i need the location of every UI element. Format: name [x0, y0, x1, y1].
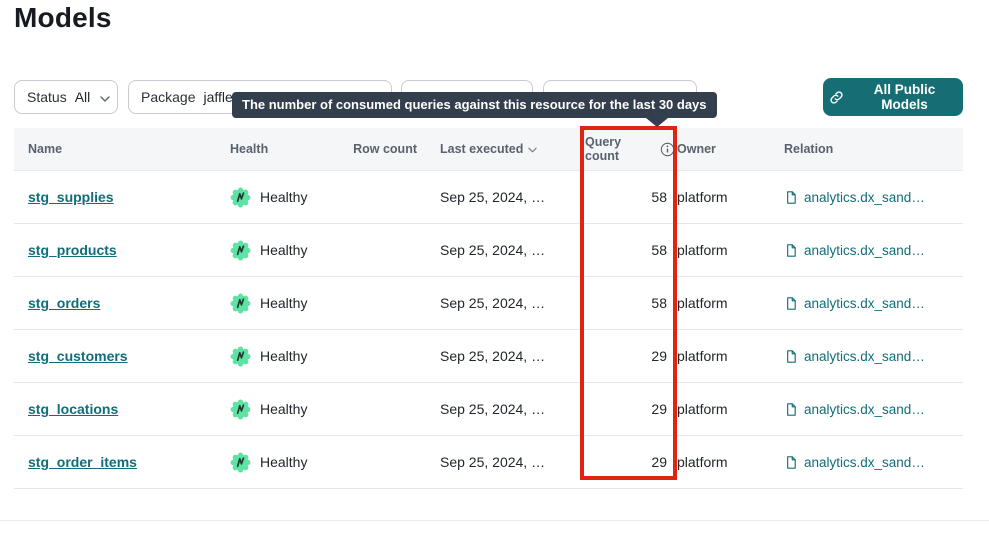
column-header-name: Name [28, 142, 63, 156]
model-name-link[interactable]: stg_orders [28, 295, 101, 311]
healthy-bolt-badge-icon [230, 293, 251, 314]
table-row: stg_supplies Healthy Sep 25, 2024, … [14, 171, 963, 224]
tooltip-arrow [646, 118, 668, 127]
health-status-label: Healthy [260, 242, 308, 258]
page-title: Models [14, 2, 112, 33]
model-name-link[interactable]: stg_order_items [28, 454, 137, 470]
healthy-bolt-badge-icon [230, 399, 251, 420]
model-name-link[interactable]: stg_products [28, 242, 117, 258]
column-header-row-count: Row count [353, 142, 417, 156]
owner-value: platform [677, 401, 728, 417]
model-name-link[interactable]: stg_supplies [28, 189, 114, 205]
document-icon [784, 402, 798, 417]
column-header-health: Health [230, 142, 269, 156]
all-public-models-label: All Public Models [873, 82, 936, 112]
relation-link[interactable]: analytics.dx_sand… [784, 455, 925, 470]
owner-value: platform [677, 454, 728, 470]
owner-value: platform [677, 242, 728, 258]
document-icon [784, 349, 798, 364]
owner-value: platform [677, 189, 728, 205]
query-count-tooltip: The number of consumed queries against t… [232, 92, 717, 127]
column-header-relation: Relation [784, 142, 834, 156]
health-status-label: Healthy [260, 454, 308, 470]
last-executed-value: Sep 25, 2024, … [440, 401, 546, 417]
table-row: stg_order_items Healthy Sep 25, 2024, … [14, 436, 963, 489]
last-executed-value: Sep 25, 2024, … [440, 348, 546, 364]
table-body: stg_supplies Healthy Sep 25, 2024, … [14, 171, 963, 489]
relation-link[interactable]: analytics.dx_sand… [784, 349, 925, 364]
last-executed-value: Sep 25, 2024, … [440, 454, 546, 470]
document-icon [784, 455, 798, 470]
all-public-models-button[interactable]: All Public Models [823, 78, 963, 116]
healthy-bolt-badge-icon [230, 187, 251, 208]
query-count-value: 58 [651, 189, 667, 205]
table-row: stg_customers Healthy Sep 25, 2024, … [14, 330, 963, 383]
chevron-down-icon [100, 89, 110, 105]
table-row: stg_locations Healthy Sep 25, 2024, … [14, 383, 963, 436]
relation-name: analytics.dx_sand… [804, 348, 925, 364]
table-row: stg_orders Healthy Sep 25, 2024, … 5 [14, 277, 963, 330]
status-filter[interactable]: Status All [14, 80, 118, 114]
chain-link-icon [829, 90, 844, 105]
document-icon [784, 296, 798, 311]
last-executed-value: Sep 25, 2024, … [440, 242, 546, 258]
healthy-bolt-badge-icon [230, 346, 251, 367]
document-icon [784, 190, 798, 205]
query-count-value: 29 [651, 401, 667, 417]
last-executed-value: Sep 25, 2024, … [440, 189, 546, 205]
owner-value: platform [677, 348, 728, 364]
package-filter-label: Package [141, 89, 196, 105]
models-table: Name Health Row count Last executed Quer… [14, 128, 963, 489]
health-status-label: Healthy [260, 295, 308, 311]
relation-name: analytics.dx_sand… [804, 242, 925, 258]
query-count-value: 58 [651, 295, 667, 311]
health-status-label: Healthy [260, 348, 308, 364]
status-filter-value: All [74, 89, 91, 105]
relation-name: analytics.dx_sand… [804, 295, 925, 311]
healthy-bolt-badge-icon [230, 240, 251, 261]
query-count-value: 58 [651, 242, 667, 258]
model-name-link[interactable]: stg_locations [28, 401, 119, 417]
package-filter-value: jaffle_ [203, 89, 241, 105]
healthy-bolt-badge-icon [230, 452, 251, 473]
last-executed-value: Sep 25, 2024, … [440, 295, 546, 311]
relation-name: analytics.dx_sand… [804, 401, 925, 417]
query-count-value: 29 [651, 454, 667, 470]
column-header-last-executed[interactable]: Last executed [420, 142, 585, 156]
tooltip-text: The number of consumed queries against t… [242, 97, 707, 112]
status-filter-label: Status [27, 89, 67, 105]
health-status-label: Healthy [260, 401, 308, 417]
column-header-owner: Owner [677, 142, 716, 156]
table-header: Name Health Row count Last executed Quer… [14, 128, 963, 171]
bottom-divider [0, 520, 989, 521]
document-icon [784, 243, 798, 258]
sort-chevron-icon[interactable] [528, 142, 538, 156]
health-status-label: Healthy [260, 189, 308, 205]
relation-name: analytics.dx_sand… [804, 454, 925, 470]
query-count-value: 29 [651, 348, 667, 364]
owner-value: platform [677, 295, 728, 311]
relation-link[interactable]: analytics.dx_sand… [784, 190, 925, 205]
column-header-query-count: Query count [585, 135, 675, 163]
table-row: stg_products Healthy Sep 25, 2024, … [14, 224, 963, 277]
relation-name: analytics.dx_sand… [804, 189, 925, 205]
relation-link[interactable]: analytics.dx_sand… [784, 243, 925, 258]
relation-link[interactable]: analytics.dx_sand… [784, 296, 925, 311]
relation-link[interactable]: analytics.dx_sand… [784, 402, 925, 417]
model-name-link[interactable]: stg_customers [28, 348, 128, 364]
info-circle-icon[interactable] [660, 142, 675, 157]
